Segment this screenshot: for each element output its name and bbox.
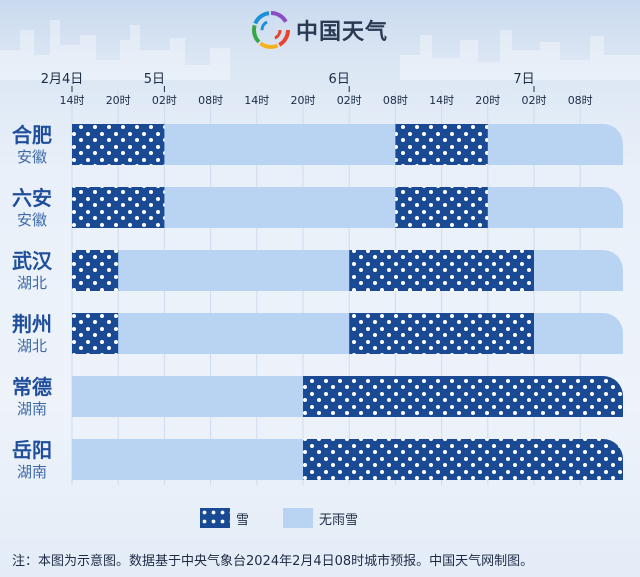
snow-segment — [395, 187, 488, 228]
snow-segment — [72, 187, 165, 228]
city-name: 岳阳 — [12, 438, 52, 462]
tick-label: 14时 — [60, 94, 85, 107]
city-name: 荆州 — [12, 312, 52, 336]
city-skyline-decoration — [0, 20, 640, 80]
legend-snow-label: 雪 — [236, 512, 250, 528]
snow-segment — [72, 124, 165, 165]
tick-label: 20时 — [106, 94, 131, 107]
snow-segment — [395, 124, 488, 165]
legend-none-label: 无雨雪 — [319, 512, 359, 528]
tick-label: 02时 — [522, 94, 547, 107]
city-name: 常德 — [12, 375, 52, 399]
snow-timeline-chart: 14时 20时 02时 08时 14时 20时 02时 08时 14时 20时 02时 08时 2月4日… — [12, 72, 623, 485]
snow-segment — [72, 313, 119, 354]
date-label: 6日 — [329, 72, 350, 87]
date-label: 2月4日 — [41, 72, 84, 87]
city-name: 合肥 — [12, 123, 52, 147]
axis-labels: 14时 20时 02时 08时 14时 20时 02时 08时 14时 20时 02时 08时 2月4日… — [41, 72, 593, 107]
date-label: 5日 — [144, 72, 165, 87]
province-name: 湖南 — [17, 400, 47, 418]
snow-segment — [72, 250, 119, 291]
tick-label: 20时 — [475, 94, 500, 107]
no-precip-bar — [72, 250, 623, 291]
legend-item-snow: 雪 — [200, 508, 249, 528]
tick-label: 14时 — [244, 94, 269, 107]
city-name: 六安 — [12, 186, 52, 210]
province-name: 湖北 — [17, 274, 47, 292]
weather-logo-icon — [252, 11, 290, 49]
province-name: 安徽 — [17, 148, 47, 166]
province-name: 安徽 — [17, 211, 47, 229]
tick-label: 08时 — [198, 94, 223, 107]
legend-item-none: 无雨雪 — [283, 508, 358, 528]
tick-label: 02时 — [152, 94, 177, 107]
snow-segment — [349, 250, 534, 291]
logo-title: 中国天气 — [296, 20, 389, 45]
snow-segment — [349, 313, 534, 354]
logo: 中国天气 — [252, 10, 388, 50]
legend: 雪 无雨雪 — [200, 508, 392, 528]
city-name: 武汉 — [12, 249, 53, 273]
province-name: 湖南 — [17, 463, 47, 481]
tick-label: 02时 — [337, 94, 362, 107]
tick-label: 20时 — [291, 94, 316, 107]
tick-label: 08时 — [383, 94, 408, 107]
date-label: 7日 — [513, 72, 534, 87]
province-name: 湖北 — [17, 337, 47, 355]
snow-segment — [303, 376, 623, 417]
snow-segment — [303, 439, 623, 480]
snow-swatch — [200, 508, 230, 528]
no-precip-bar — [72, 313, 623, 354]
no-precip-swatch — [283, 508, 314, 528]
tick-label: 08时 — [568, 94, 593, 107]
tick-label: 14时 — [429, 94, 454, 107]
footnote: 注：本图为示意图。数据基于中央气象台2024年2月4日08时城市预报。中国天气网… — [12, 554, 534, 569]
